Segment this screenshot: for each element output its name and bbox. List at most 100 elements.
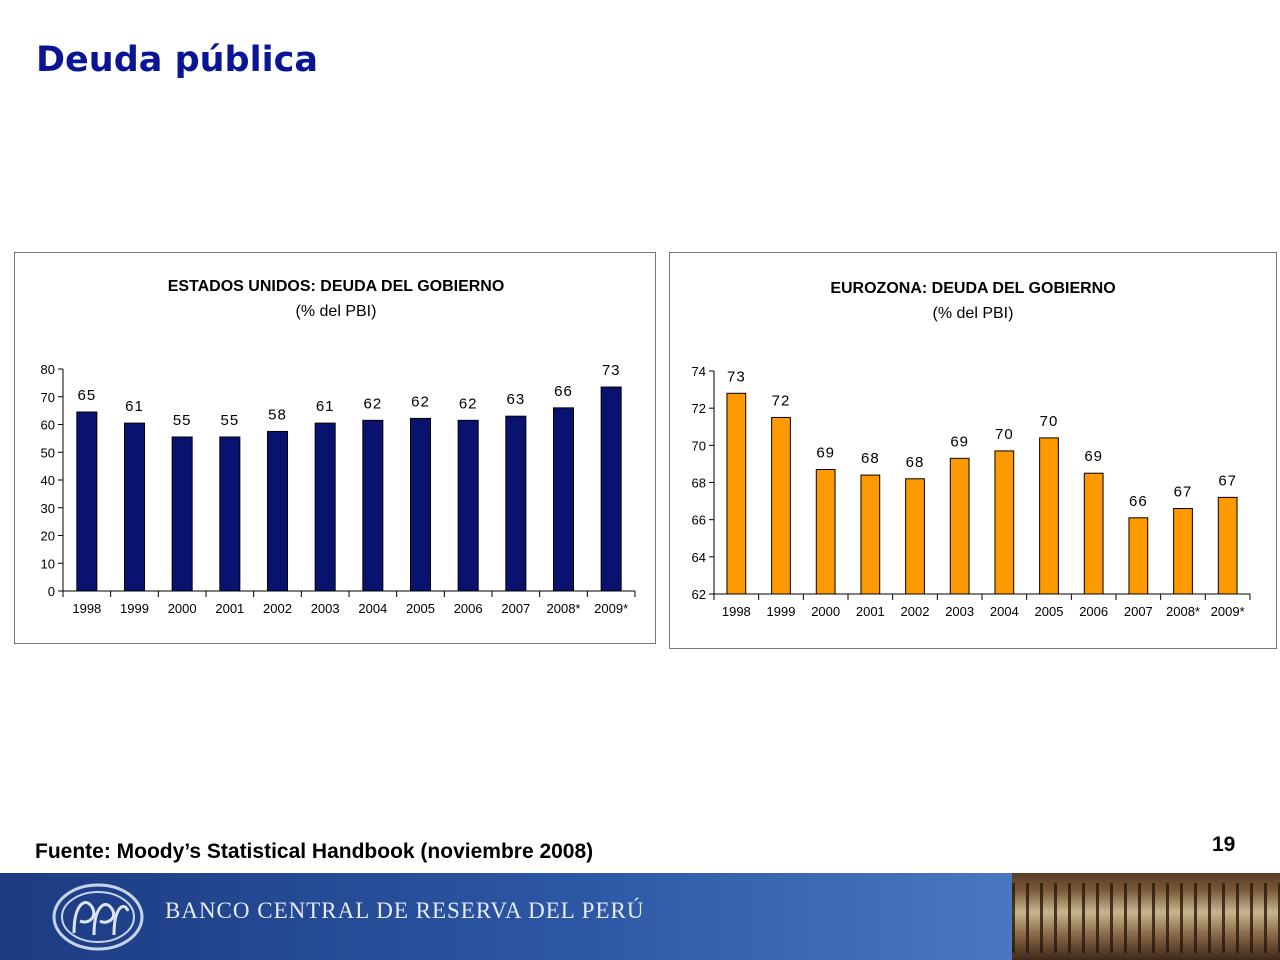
x-tick-label: 2000 — [811, 604, 840, 619]
chart-eurozona: EUROZONA: DEUDA DEL GOBIERNO (% del PBI) 6… — [669, 252, 1277, 649]
y-tick-label: 70 — [41, 390, 55, 405]
x-tick-label: 2002 — [263, 601, 292, 616]
footer-banner: BANCO CENTRAL DE RESERVA DEL PERÚ — [0, 873, 1280, 960]
chart-estados-unidos: ESTADOS UNIDOS: DEUDA DEL GOBIERNO (% del… — [14, 252, 656, 644]
x-tick-label: 2001 — [215, 601, 244, 616]
data-label: 69 — [816, 444, 835, 461]
bar — [860, 474, 881, 595]
x-tick-label: 1998 — [72, 601, 101, 616]
bar — [905, 478, 925, 595]
bar — [1217, 496, 1238, 595]
chart-subtitle: (% del PBI) — [933, 305, 1014, 322]
data-label: 67 — [1218, 472, 1237, 489]
bank-name: BANCO CENTRAL DE RESERVA DEL PERÚ — [165, 898, 645, 923]
x-tick-label: 2007 — [1124, 604, 1153, 619]
footer-photo — [1012, 873, 1280, 960]
y-tick-label: 50 — [41, 445, 55, 460]
bar — [457, 419, 479, 592]
data-label: 58 — [268, 406, 287, 423]
bar — [314, 422, 336, 592]
x-tick-label: 1999 — [767, 604, 796, 619]
bar — [994, 450, 1015, 595]
data-label: 55 — [220, 412, 239, 429]
y-tick-label: 70 — [692, 438, 706, 453]
x-tick-label: 2009* — [594, 601, 628, 616]
data-label: 62 — [411, 393, 430, 410]
y-tick-label: 66 — [692, 513, 706, 528]
y-tick-label: 62 — [692, 587, 706, 602]
x-tick-label: 2009* — [1211, 604, 1245, 619]
page-number: 19 — [1212, 833, 1236, 856]
bar — [362, 419, 384, 592]
source-note: Fuente: Moody’s Statistical Handbook (no… — [35, 840, 594, 863]
bar — [771, 416, 791, 595]
y-tick-label: 30 — [41, 501, 55, 516]
x-tick-label: 2008* — [1166, 604, 1200, 619]
bar — [123, 422, 146, 592]
y-tick-label: 64 — [692, 550, 706, 565]
x-tick-label: 2004 — [990, 604, 1019, 619]
y-tick-label: 20 — [41, 529, 55, 544]
bar — [726, 392, 747, 595]
bar — [1083, 472, 1104, 595]
chart-subtitle: (% del PBI) — [296, 303, 377, 320]
x-tick-label: 2003 — [311, 601, 340, 616]
bar — [266, 430, 289, 592]
bcrp-logo-icon — [52, 883, 144, 951]
x-tick-label: 1998 — [722, 604, 751, 619]
chart-title: EUROZONA: DEUDA DEL GOBIERNO — [830, 280, 1115, 297]
y-tick-label: 68 — [692, 476, 706, 491]
x-tick-label: 1999 — [120, 601, 149, 616]
y-tick-label: 40 — [41, 473, 55, 488]
data-label: 62 — [459, 395, 478, 412]
chart-eurozona-svg: EUROZONA: DEUDA DEL GOBIERNO (% del PBI) 6… — [692, 280, 1251, 619]
data-label: 61 — [125, 398, 144, 415]
x-tick-label: 2007 — [501, 601, 530, 616]
data-label: 67 — [1174, 484, 1193, 501]
data-label: 68 — [861, 450, 880, 467]
y-tick-label: 74 — [692, 364, 706, 379]
x-tick-label: 2005 — [406, 601, 435, 616]
x-tick-label: 2006 — [454, 601, 483, 616]
bar — [76, 411, 98, 592]
x-tick-label: 2003 — [945, 604, 974, 619]
bar — [1039, 437, 1059, 595]
data-label: 68 — [906, 454, 925, 471]
bar — [409, 417, 432, 592]
y-tick-label: 0 — [48, 584, 55, 599]
x-tick-label: 2000 — [168, 601, 197, 616]
data-label: 66 — [554, 383, 573, 400]
x-tick-label: 2008* — [547, 601, 581, 616]
x-tick-label: 2006 — [1079, 604, 1108, 619]
data-label: 66 — [1129, 493, 1148, 510]
page-title: Deuda pública — [36, 40, 318, 80]
data-label: 70 — [995, 426, 1014, 443]
bar — [171, 436, 193, 592]
bar — [219, 436, 241, 592]
bar — [552, 407, 575, 592]
data-label: 65 — [77, 387, 96, 404]
chart-title: ESTADOS UNIDOS: DEUDA DEL GOBIERNO — [168, 278, 505, 295]
y-tick-label: 80 — [41, 362, 55, 377]
data-label: 55 — [173, 412, 192, 429]
x-tick-label: 2001 — [856, 604, 885, 619]
bar — [815, 468, 836, 595]
x-tick-label: 2002 — [901, 604, 930, 619]
data-label: 72 — [772, 392, 791, 409]
bar — [505, 415, 527, 592]
y-tick-label: 60 — [41, 418, 55, 433]
data-label: 61 — [316, 398, 335, 415]
bar — [1173, 508, 1193, 595]
chart-estados-unidos-svg: ESTADOS UNIDOS: DEUDA DEL GOBIERNO (% del… — [41, 278, 636, 616]
bar — [949, 457, 970, 595]
bar — [600, 386, 622, 592]
y-tick-label: 72 — [692, 401, 706, 416]
data-label: 69 — [950, 433, 969, 450]
x-tick-label: 2004 — [358, 601, 387, 616]
data-label: 73 — [727, 368, 746, 385]
bar — [1128, 517, 1149, 595]
data-label: 63 — [506, 391, 525, 408]
x-tick-label: 2005 — [1035, 604, 1064, 619]
data-label: 62 — [363, 395, 382, 412]
data-label: 73 — [602, 362, 621, 379]
